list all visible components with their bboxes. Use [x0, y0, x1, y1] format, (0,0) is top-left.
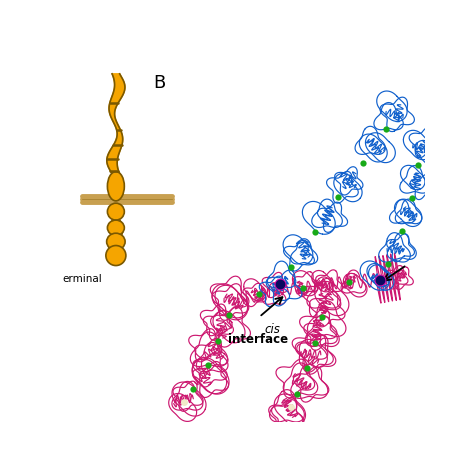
- Text: erminal: erminal: [62, 274, 102, 284]
- Polygon shape: [107, 74, 125, 174]
- Text: B: B: [153, 74, 165, 92]
- Polygon shape: [109, 220, 123, 257]
- Ellipse shape: [106, 246, 126, 265]
- Ellipse shape: [108, 203, 124, 220]
- Text: cis: cis: [264, 322, 280, 336]
- Ellipse shape: [107, 233, 125, 250]
- Ellipse shape: [108, 220, 124, 236]
- Text: interface: interface: [228, 333, 288, 346]
- Ellipse shape: [108, 172, 124, 201]
